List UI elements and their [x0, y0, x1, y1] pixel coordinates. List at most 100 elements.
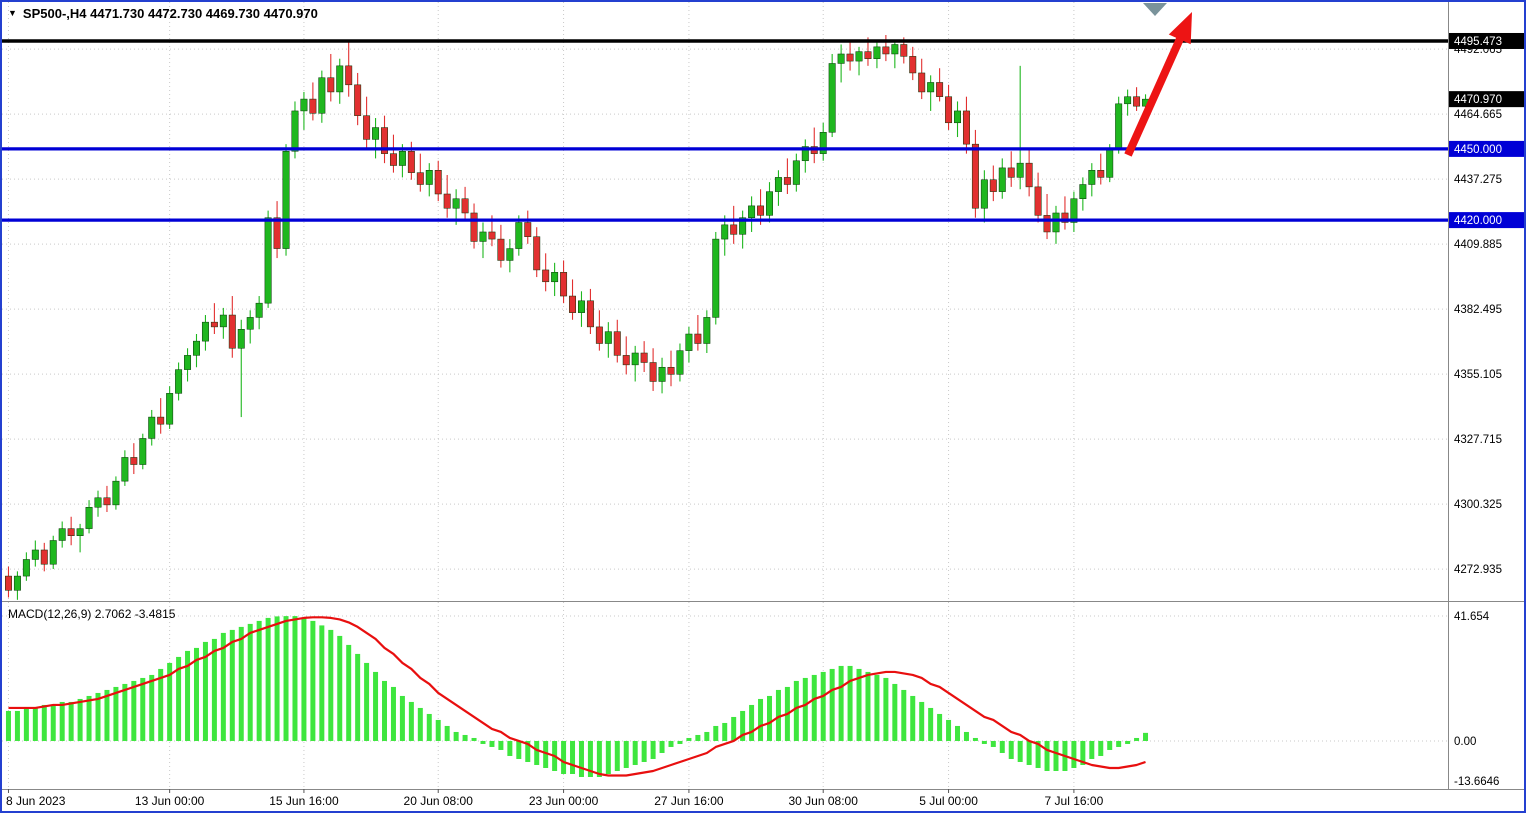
candle-bull — [58, 528, 66, 541]
candle-bull — [49, 540, 57, 565]
macd-histogram-bar — [695, 734, 701, 741]
candle-bear — [1043, 215, 1051, 233]
candle-bull — [891, 44, 899, 55]
time-axis-label: 13 Jun 00:00 — [135, 794, 205, 808]
candle-bear — [569, 295, 576, 313]
price-badge-label: 4495.473 — [1454, 36, 1502, 48]
macd-histogram-bar — [364, 662, 370, 741]
price-axis[interactable]: 4492.0654464.6654437.2754409.8854382.495… — [1449, 32, 1525, 788]
candle-bull — [1052, 212, 1060, 233]
macd-histogram-bar — [766, 695, 772, 741]
price-axis-label: 4327.715 — [1454, 434, 1502, 446]
price-axis-label: 4437.275 — [1454, 174, 1502, 186]
chart-end-marker-icon[interactable] — [1143, 3, 1167, 16]
candle-bull — [873, 46, 881, 59]
macd-histogram-bar — [158, 668, 164, 741]
macd-histogram-bar — [910, 695, 916, 741]
candle-bull — [452, 198, 460, 209]
macd-histogram-bar — [677, 740, 683, 744]
candle-bull — [166, 393, 174, 425]
chart-legend-text: SP500-,H4 4471.730 4472.730 4469.730 447… — [22, 6, 318, 21]
macd-histogram-bar — [802, 677, 808, 741]
candle-bear — [157, 416, 165, 425]
candle-bear — [900, 44, 908, 57]
macd-histogram-bar — [963, 731, 969, 741]
macd-histogram-bar — [355, 653, 361, 741]
candle-bear — [363, 115, 371, 140]
macd-histogram-bar — [390, 686, 396, 741]
macd-histogram-bar — [86, 695, 92, 741]
candle-bull — [1106, 148, 1114, 178]
time-axis-label: 7 Jul 16:00 — [1045, 794, 1104, 808]
candle-bear — [130, 457, 138, 465]
candle-bear — [586, 300, 594, 328]
candle-bear — [497, 238, 505, 261]
candle-bear — [309, 98, 317, 114]
pane-separators — [0, 0, 1526, 790]
macd-histogram-bar — [865, 671, 871, 741]
candle-bull — [148, 416, 156, 439]
level-lines-layer[interactable] — [2, 39, 1448, 222]
candle-bull — [837, 53, 845, 64]
macd-histogram-bar — [435, 719, 441, 741]
macd-histogram-bar — [104, 689, 110, 741]
macd-histogram-bar — [1089, 740, 1095, 759]
macd-histogram-bar — [1125, 740, 1131, 744]
price-badge — [1449, 140, 1525, 157]
candle-bear — [416, 172, 424, 185]
candle-bear — [622, 355, 630, 366]
candle-bear — [434, 170, 442, 195]
macd-histogram-bar — [999, 740, 1005, 753]
macd-histogram-bar — [1080, 740, 1086, 765]
macd-histogram-bar — [686, 737, 692, 741]
price-badge-label: 4470.970 — [1454, 94, 1502, 106]
candle-bull — [76, 528, 84, 536]
macd-histogram-bar — [247, 623, 253, 741]
candle-bear — [542, 269, 550, 283]
grid-layer — [2, 2, 1448, 789]
candle-bear — [524, 222, 532, 237]
candle-bull — [998, 167, 1006, 192]
macd-histogram-bar — [444, 725, 450, 741]
candle-bear — [381, 127, 388, 154]
candle-bear — [389, 153, 397, 166]
candle-bull — [112, 480, 120, 506]
candle-bear — [1034, 186, 1042, 216]
macd-histogram-bar — [50, 704, 56, 741]
trend-arrow[interactable] — [1124, 12, 1192, 157]
candle-bull — [318, 77, 326, 114]
candle-bull — [658, 366, 666, 382]
candle-bull — [264, 217, 272, 304]
price-axis-label: 4300.325 — [1454, 499, 1502, 511]
price-badge-label: 4420.000 — [1454, 215, 1502, 227]
candle-bear — [354, 84, 362, 116]
candle-bear — [5, 575, 12, 591]
candle-bear — [1061, 212, 1069, 223]
candle-bear — [757, 205, 765, 216]
candle-bull — [506, 248, 514, 261]
macd-histogram-bar — [713, 725, 719, 741]
macd-histogram-bar — [892, 683, 898, 741]
macd-histogram-bar — [274, 616, 280, 741]
candle-bull — [792, 160, 800, 185]
macd-axis-label: 0.00 — [1454, 736, 1476, 748]
macd-histogram-bar — [265, 617, 271, 741]
candle-bull — [121, 457, 129, 482]
macd-histogram-bar — [1035, 740, 1041, 768]
symbol-dropdown-icon[interactable]: ▼ — [8, 8, 17, 18]
candle-bear — [667, 366, 675, 375]
macd-histogram-bar — [1017, 740, 1023, 762]
macd-histogram-bar — [41, 704, 47, 741]
candle-bear — [1133, 96, 1141, 107]
candles-layer — [5, 34, 1149, 600]
time-axis[interactable]: 8 Jun 2023 13 Jun 00:00 15 Jun 16:00 20 Jun… — [6, 789, 1104, 808]
candle-bear — [1007, 167, 1015, 178]
macd-histogram-bar — [507, 740, 513, 756]
macd-histogram-bar — [578, 740, 584, 777]
candle-bear — [228, 314, 236, 349]
candle-bear — [67, 528, 75, 536]
macd-histogram-bar — [149, 674, 155, 741]
candle-bear — [649, 362, 657, 382]
